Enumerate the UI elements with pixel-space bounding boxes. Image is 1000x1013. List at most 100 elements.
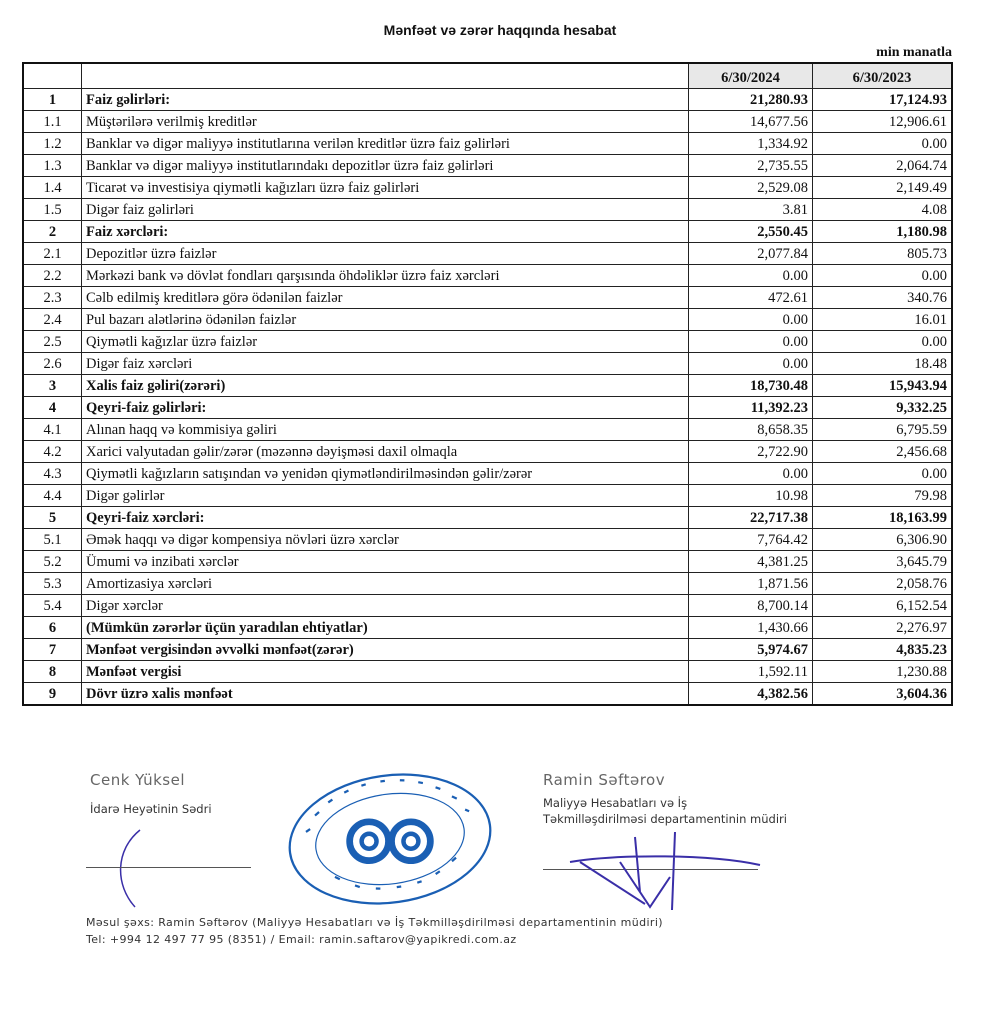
table-row: 5.2 Ümumi və inzibati xərclər 4,381.25 3,64… [22, 550, 953, 573]
row-label: Mənfəət vergisi [81, 660, 689, 683]
row-number: 7 [22, 638, 82, 661]
value-2023: 18.48 [812, 352, 953, 375]
table-row: 4 Qeyri-faiz gəlirləri: 11,392.23 9,332.25 [22, 396, 953, 419]
row-label: Alınan haqq və kommisiya gəliri [81, 418, 689, 441]
row-label: Digər xərclər [81, 594, 689, 617]
value-2024: 0.00 [688, 330, 813, 353]
value-2023: 2,456.68 [812, 440, 953, 463]
row-label: Xarici valyutadan gəlir/zərər (məzənnə d… [81, 440, 689, 463]
table-row: 1.5 Digər faiz gəlirləri 3.81 4.08 [22, 198, 953, 221]
column-header-2024: 6/30/2024 [688, 62, 813, 89]
row-label: Ümumi və inzibati xərclər [81, 550, 689, 573]
value-2023: 2,058.76 [812, 572, 953, 595]
signatory-left-role: İdarə Heyətinin Sədri [90, 802, 212, 816]
table-row: 7 Mənfəət vergisindən əvvəlki mənfəət(zər… [22, 638, 953, 661]
value-2024: 4,381.25 [688, 550, 813, 573]
table-row: 4.1 Alınan haqq və kommisiya gəliri 8,658.… [22, 418, 953, 441]
bank-stamp [288, 773, 492, 905]
table-row: 2 Faiz xərcləri: 2,550.45 1,180.98 [22, 220, 953, 243]
value-2024: 21,280.93 [688, 88, 813, 111]
row-label: Pul bazarı alətlərinə ödənilən faizlər [81, 308, 689, 331]
row-number: 1.5 [22, 198, 82, 221]
value-2024: 1,430.66 [688, 616, 813, 639]
value-2023: 16.01 [812, 308, 953, 331]
row-number: 1.1 [22, 110, 82, 133]
row-number: 2.5 [22, 330, 82, 353]
value-2024: 1,871.56 [688, 572, 813, 595]
row-label: Cəlb edilmiş kreditlərə görə ödənilən fa… [81, 286, 689, 309]
table-row: 5 Qeyri-faiz xərcləri: 22,717.38 18,163.99 [22, 506, 953, 529]
signature-line-right [543, 869, 758, 870]
income-statement-table: 6/30/2024 6/30/2023 1 Faiz gəlirləri: 21,2… [22, 62, 953, 706]
table-row: 2.5 Qiymətli kağızlar üzrə faizlər 0.00 0.0… [22, 330, 953, 353]
row-number: 2 [22, 220, 82, 243]
header-label-cell [81, 62, 689, 89]
table-row: 5.3 Amortizasiya xərcləri 1,871.56 2,058.76 [22, 572, 953, 595]
row-label: Dövr üzrə xalis mənfəət [81, 682, 689, 706]
table-row: 1.4 Ticarət və investisiya qiymətli kağız… [22, 176, 953, 199]
value-2023: 9,332.25 [812, 396, 953, 419]
row-label: Qiymətli kağızlar üzrə faizlər [81, 330, 689, 353]
row-label: Əmək haqqı və digər kompensiya növləri ü… [81, 528, 689, 551]
value-2024: 0.00 [688, 308, 813, 331]
handwritten-signature-right [569, 832, 761, 911]
value-2023: 340.76 [812, 286, 953, 309]
value-2023: 0.00 [812, 132, 953, 155]
value-2023: 6,152.54 [812, 594, 953, 617]
row-number: 4.4 [22, 484, 82, 507]
value-2023: 79.98 [812, 484, 953, 507]
column-header-2023: 6/30/2023 [812, 62, 953, 89]
row-number: 9 [22, 682, 82, 706]
value-2024: 8,700.14 [688, 594, 813, 617]
table-row: 2.1 Depozitlər üzrə faizlər 2,077.84 805.73 [22, 242, 953, 265]
value-2023: 3,604.36 [812, 682, 953, 706]
value-2024: 2,077.84 [688, 242, 813, 265]
signatory-left-name: Cenk Yüksel [90, 771, 186, 789]
table-row: 5.4 Digər xərclər 8,700.14 6,152.54 [22, 594, 953, 617]
value-2023: 805.73 [812, 242, 953, 265]
value-2024: 2,722.90 [688, 440, 813, 463]
table-row: 4.4 Digər gəlirlər 10.98 79.98 [22, 484, 953, 507]
table-row: 1.2 Banklar və digər maliyyə institutları… [22, 132, 953, 155]
value-2024: 18,730.48 [688, 374, 813, 397]
value-2024: 3.81 [688, 198, 813, 221]
value-2023: 18,163.99 [812, 506, 953, 529]
row-label: Banklar və digər maliyyə institutlarında… [81, 154, 689, 177]
stamp-logo-icon [346, 818, 434, 865]
value-2024: 472.61 [688, 286, 813, 309]
table-row: 9 Dövr üzrə xalis mənfəət 4,382.56 3,604.36 [22, 682, 953, 706]
row-label: Mənfəət vergisindən əvvəlki mənfəət(zərə… [81, 638, 689, 661]
row-number: 5.2 [22, 550, 82, 573]
row-label: Mərkəzi bank və dövlət fondları qarşısın… [81, 264, 689, 287]
signatory-right-name: Ramin Səftərov [543, 771, 666, 789]
value-2024: 14,677.56 [688, 110, 813, 133]
value-2024: 1,334.92 [688, 132, 813, 155]
value-2024: 22,717.38 [688, 506, 813, 529]
row-number: 5.3 [22, 572, 82, 595]
value-2023: 1,230.88 [812, 660, 953, 683]
table-row: 8 Mənfəət vergisi 1,592.11 1,230.88 [22, 660, 953, 683]
value-2024: 11,392.23 [688, 396, 813, 419]
value-2024: 4,382.56 [688, 682, 813, 706]
table-row: 3 Xalis faiz gəliri(zərəri) 18,730.48 15,94… [22, 374, 953, 397]
value-2023: 1,180.98 [812, 220, 953, 243]
value-2023: 15,943.94 [812, 374, 953, 397]
row-number: 1.3 [22, 154, 82, 177]
row-number: 6 [22, 616, 82, 639]
row-number: 4 [22, 396, 82, 419]
row-label: Faiz gəlirləri: [81, 88, 689, 111]
table-row: 2.3 Cəlb edilmiş kreditlərə görə ödənilən… [22, 286, 953, 309]
row-number: 2.1 [22, 242, 82, 265]
row-label: Müştərilərə verilmiş kreditlər [81, 110, 689, 133]
value-2023: 2,064.74 [812, 154, 953, 177]
value-2024: 2,735.55 [688, 154, 813, 177]
row-label: Digər faiz xərcləri [81, 352, 689, 375]
row-number: 2.4 [22, 308, 82, 331]
header-number-cell [22, 62, 82, 89]
value-2023: 6,306.90 [812, 528, 953, 551]
row-number: 4.2 [22, 440, 82, 463]
report-title: Mənfəət və zərər haqqında hesabat [383, 22, 617, 38]
stamp-lettering-marks [305, 779, 470, 890]
table-row: 4.3 Qiymətli kağızların satışından və yen… [22, 462, 953, 485]
row-label: (Mümkün zərərlər üçün yaradılan ehtiyatl… [81, 616, 689, 639]
